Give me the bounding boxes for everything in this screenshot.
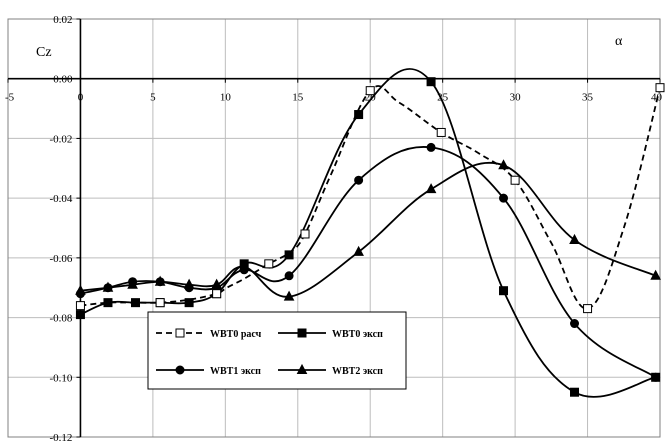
data-point-2-0 bbox=[75, 289, 85, 299]
data-point-1-12 bbox=[651, 372, 661, 382]
y-axis-label: Cz bbox=[36, 45, 52, 60]
data-point-0-14 bbox=[436, 127, 446, 137]
data-point-3-7 bbox=[283, 290, 295, 301]
data-point-1-11 bbox=[570, 387, 580, 397]
data-point-0-10 bbox=[300, 229, 310, 239]
x-tick-label-8: 35 bbox=[582, 92, 594, 104]
x-axis-label: α bbox=[615, 34, 623, 49]
series-line-2 bbox=[80, 146, 657, 379]
data-point-0-3 bbox=[155, 298, 165, 308]
data-point-2-2 bbox=[128, 277, 138, 287]
data-point-2-1 bbox=[103, 283, 113, 293]
y-tick-label-5: -0.08 bbox=[50, 313, 73, 325]
x-tick-label-1: 0 bbox=[78, 92, 84, 104]
data-point-2-3 bbox=[155, 277, 165, 287]
x-tick-label-7: 30 bbox=[510, 92, 522, 104]
data-point-2-7 bbox=[284, 271, 294, 281]
x-tick-label-0: -5 bbox=[5, 92, 15, 104]
data-point-1-4 bbox=[184, 298, 194, 308]
plot-border bbox=[7, 18, 661, 438]
legend-marker-1 bbox=[297, 328, 307, 338]
data-point-0-5 bbox=[212, 289, 222, 299]
data-point-2-9 bbox=[426, 142, 436, 152]
series-0 bbox=[75, 83, 665, 314]
y-tick-label-6: -0.10 bbox=[50, 372, 73, 384]
data-point-3-8 bbox=[353, 245, 364, 256]
data-point-2-11 bbox=[570, 319, 580, 329]
data-point-0-16 bbox=[510, 175, 520, 185]
legend-label-3: WBT2 эксп bbox=[332, 366, 383, 377]
legend-item-3: WBT2 эксп bbox=[278, 363, 383, 377]
data-point-1-9 bbox=[426, 77, 436, 87]
y-tick-label-1: 0.00 bbox=[53, 74, 73, 86]
data-point-0-20 bbox=[655, 83, 665, 93]
series-line-0 bbox=[80, 85, 661, 310]
legend-label-1: WBT0 эксп bbox=[332, 329, 383, 340]
data-point-1-7 bbox=[284, 250, 294, 260]
legend-label-2: WBT1 эксп bbox=[210, 366, 261, 377]
x-tick-label-4: 15 bbox=[292, 92, 304, 104]
data-point-2-4 bbox=[184, 283, 194, 293]
data-point-3-11 bbox=[569, 233, 580, 244]
y-tick-label-0: 0.02 bbox=[53, 14, 72, 26]
series-layer bbox=[75, 68, 665, 398]
x-tick-label-3: 10 bbox=[220, 92, 232, 104]
data-point-3-9 bbox=[425, 183, 437, 194]
legend: WBT0 расч WBT0 эксп WBT1 эксп WBT2 эксп bbox=[147, 311, 407, 390]
data-point-0-0 bbox=[75, 301, 85, 311]
legend-box bbox=[147, 311, 407, 390]
legend-marker-3 bbox=[296, 363, 308, 374]
legend-marker-2 bbox=[175, 365, 185, 375]
legend-marker-0 bbox=[175, 328, 185, 338]
legend-label-0: WBT0 расч bbox=[210, 329, 262, 340]
y-tick-label-7: -0.12 bbox=[50, 432, 73, 444]
y-tick-label-4: -0.06 bbox=[50, 253, 73, 265]
tick-labels: -5 0 5 10 15 20 25 30 35 400.020.00-0.02-0.04-0.0… bbox=[5, 14, 663, 444]
plot-frame bbox=[7, 18, 661, 438]
x-tick-label-6: 25 bbox=[437, 92, 449, 104]
data-point-0-8 bbox=[264, 259, 274, 269]
x-tick-label-5: 20 bbox=[365, 92, 377, 104]
data-point-0-18 bbox=[583, 304, 593, 314]
x-tick-label-2: 5 bbox=[150, 92, 156, 104]
legend-item-1: WBT0 эксп bbox=[278, 328, 383, 340]
data-point-3-12 bbox=[650, 269, 661, 280]
data-point-0-12 bbox=[365, 86, 375, 96]
data-point-1-6 bbox=[239, 259, 249, 269]
data-point-1-10 bbox=[499, 286, 509, 296]
data-point-2-10 bbox=[499, 193, 509, 203]
data-point-2-8 bbox=[354, 175, 364, 185]
y-tick-label-2: -0.02 bbox=[50, 133, 73, 145]
data-point-1-0 bbox=[75, 310, 85, 320]
legend-item-2: WBT1 эксп bbox=[156, 365, 261, 377]
legend-item-0: WBT0 расч bbox=[156, 328, 262, 340]
y-tick-label-3: -0.04 bbox=[50, 193, 73, 205]
